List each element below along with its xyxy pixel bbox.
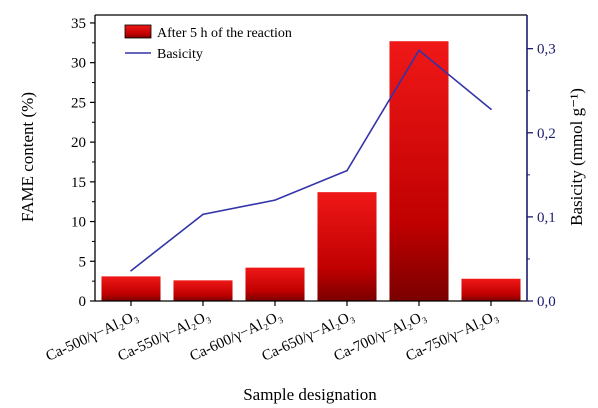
bar-4 <box>317 192 376 301</box>
bar-3 <box>245 268 304 301</box>
basicity-point-6 <box>490 108 492 110</box>
y-left-tick-label: 15 <box>71 175 86 191</box>
y-right-tick-label: 0,2 <box>537 126 556 142</box>
y-left-tick-label: 5 <box>79 254 87 270</box>
y-right-tick-label: 0,0 <box>537 294 556 310</box>
bar-1 <box>101 276 160 301</box>
legend-label-bar: After 5 h of the reaction <box>157 26 292 41</box>
basicity-point-4 <box>346 170 348 172</box>
y-left-tick-label: 25 <box>71 95 86 111</box>
legend-bar-swatch <box>125 25 151 38</box>
x-axis-title: Sample designation <box>243 385 377 404</box>
basicity-point-1 <box>130 270 132 272</box>
y-right-tick-label: 0,1 <box>537 210 556 226</box>
y-left-tick-label: 35 <box>71 16 86 32</box>
y-left-tick-label: 0 <box>79 294 87 310</box>
bar-2 <box>173 280 232 301</box>
y-axis-right-title: Basicity (mmol g⁻¹) <box>567 88 586 226</box>
y-right-tick-label: 0,3 <box>537 42 556 58</box>
basicity-point-2 <box>202 214 204 216</box>
y-left-tick-label: 10 <box>71 215 86 231</box>
y-left-tick-label: 30 <box>71 56 86 72</box>
basicity-point-3 <box>274 199 276 201</box>
y-left-tick-label: 20 <box>71 135 86 151</box>
legend: After 5 h of the reaction Basicity <box>125 25 292 62</box>
legend-label-line: Basicity <box>157 47 203 62</box>
y-axis-left-title: FAME content (%) <box>18 92 37 222</box>
basicity-point-5 <box>418 50 420 52</box>
bars-group <box>101 41 520 301</box>
bar-5 <box>389 41 448 301</box>
bar-6 <box>461 279 520 301</box>
